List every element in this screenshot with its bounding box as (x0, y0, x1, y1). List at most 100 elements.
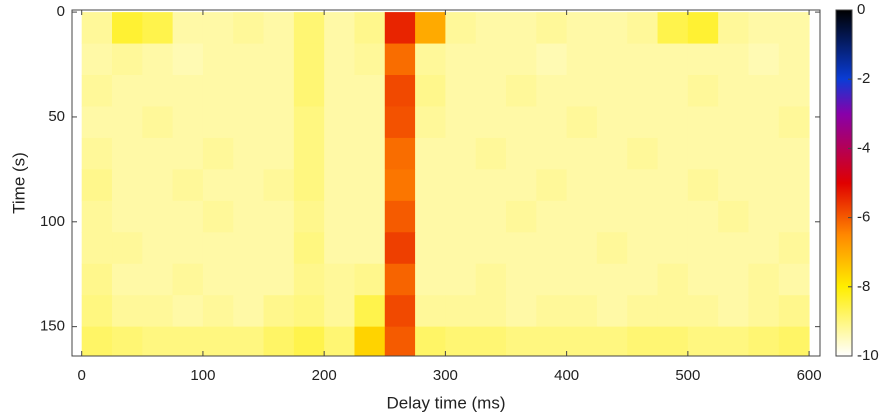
heatmap-cell (596, 75, 628, 107)
heatmap-cell (566, 106, 598, 139)
heatmap-cell (687, 43, 719, 76)
colorbar-tick-label: 0 (857, 1, 865, 18)
heatmap-cell (263, 232, 295, 265)
heatmap-cell (718, 200, 749, 233)
heatmap-cell (172, 12, 204, 45)
heatmap-cell (415, 232, 446, 265)
heatmap-cell (748, 12, 780, 45)
heatmap-cell (202, 43, 234, 76)
heatmap-cell (596, 326, 628, 356)
heatmap-cell (81, 326, 113, 356)
heatmap-cell (687, 106, 719, 139)
heatmap-cell (778, 200, 810, 233)
heatmap-cell (172, 43, 204, 76)
heatmap-cell (687, 169, 719, 202)
heatmap-cell (718, 106, 749, 139)
heatmap-cell (324, 169, 355, 202)
heatmap-cell (506, 200, 537, 233)
heatmap-cell (778, 232, 810, 265)
heatmap-cell (475, 200, 507, 233)
heatmap-cell (112, 200, 143, 233)
heatmap-cell (202, 75, 234, 107)
colorbar (835, 9, 853, 357)
heatmap-cell (202, 106, 234, 139)
heatmap-cell (263, 169, 295, 202)
heatmap-cell (657, 137, 689, 170)
heatmap-cell (566, 12, 598, 45)
heatmap-cell (536, 43, 568, 76)
heatmap-cell (657, 75, 689, 107)
heatmap-cell (112, 137, 143, 170)
heatmap-cell (263, 75, 295, 107)
heatmap-cell (596, 295, 628, 328)
heatmap-cell (748, 232, 780, 265)
heatmap-cell (596, 12, 628, 45)
heatmap-cell (687, 200, 719, 233)
heatmap-cell (293, 12, 325, 45)
heatmap-cell (263, 106, 295, 139)
heatmap-cell (293, 137, 325, 170)
heatmap-cell (657, 263, 689, 296)
heatmap-cell (475, 295, 507, 328)
heatmap-cell (172, 106, 204, 139)
heatmap-cell (112, 106, 143, 139)
heatmap-cell (415, 326, 446, 356)
heatmap-cell (172, 75, 204, 107)
heatmap-cell (293, 295, 325, 328)
heatmap-cell (233, 12, 265, 45)
heatmap-cell (112, 169, 143, 202)
heatmap-cell (627, 43, 659, 76)
heatmap-cell (687, 75, 719, 107)
heatmap-cell (718, 137, 749, 170)
heatmap-cell (384, 43, 416, 76)
heatmap-cell (112, 12, 143, 45)
heatmap-cell (778, 75, 810, 107)
heatmap-cell (202, 169, 234, 202)
heatmap-cell (778, 263, 810, 296)
heatmap-cell (263, 326, 295, 356)
heatmap-cell (778, 12, 810, 45)
heatmap-cell (596, 200, 628, 233)
heatmap-cell (445, 295, 477, 328)
heatmap-cell (202, 137, 234, 170)
heatmap-cell (627, 169, 659, 202)
heatmap-cell (627, 12, 659, 45)
heatmap-cell (445, 169, 477, 202)
heatmap-cell (778, 137, 810, 170)
heatmap-cell (536, 295, 568, 328)
heatmap-cell (324, 12, 355, 45)
heatmap-cell (172, 169, 204, 202)
heatmap-cell (657, 200, 689, 233)
heatmap-cell (142, 169, 174, 202)
colorbar-tick-label: -6 (857, 209, 870, 226)
heatmap-cell (233, 263, 265, 296)
heatmap-cell (81, 295, 113, 328)
heatmap-cell (627, 106, 659, 139)
heatmap-cell (778, 169, 810, 202)
heatmap-cell (142, 106, 174, 139)
heatmap-cell (354, 263, 386, 296)
heatmap-cell (748, 263, 780, 296)
heatmap-cell (384, 232, 416, 265)
heatmap-cell (506, 137, 537, 170)
heatmap-cell (445, 263, 477, 296)
heatmap-cell (748, 169, 780, 202)
plot-frame (71, 9, 821, 357)
heatmap-cell (566, 137, 598, 170)
heatmap-cell (627, 232, 659, 265)
heatmap-cell (81, 232, 113, 265)
heatmap-cell (354, 106, 386, 139)
heatmap-cell (566, 263, 598, 296)
heatmap-cell (142, 137, 174, 170)
heatmap-cell (748, 43, 780, 76)
heatmap-cell (384, 12, 416, 45)
heatmap-cell (293, 43, 325, 76)
heatmap-cell (627, 137, 659, 170)
heatmap-cell (324, 326, 355, 356)
heatmap-cell (354, 326, 386, 356)
heatmap-cell (657, 295, 689, 328)
heatmap-cell (415, 295, 446, 328)
heatmap-cell (112, 232, 143, 265)
heatmap-cell (172, 232, 204, 265)
heatmap-cell (718, 12, 749, 45)
